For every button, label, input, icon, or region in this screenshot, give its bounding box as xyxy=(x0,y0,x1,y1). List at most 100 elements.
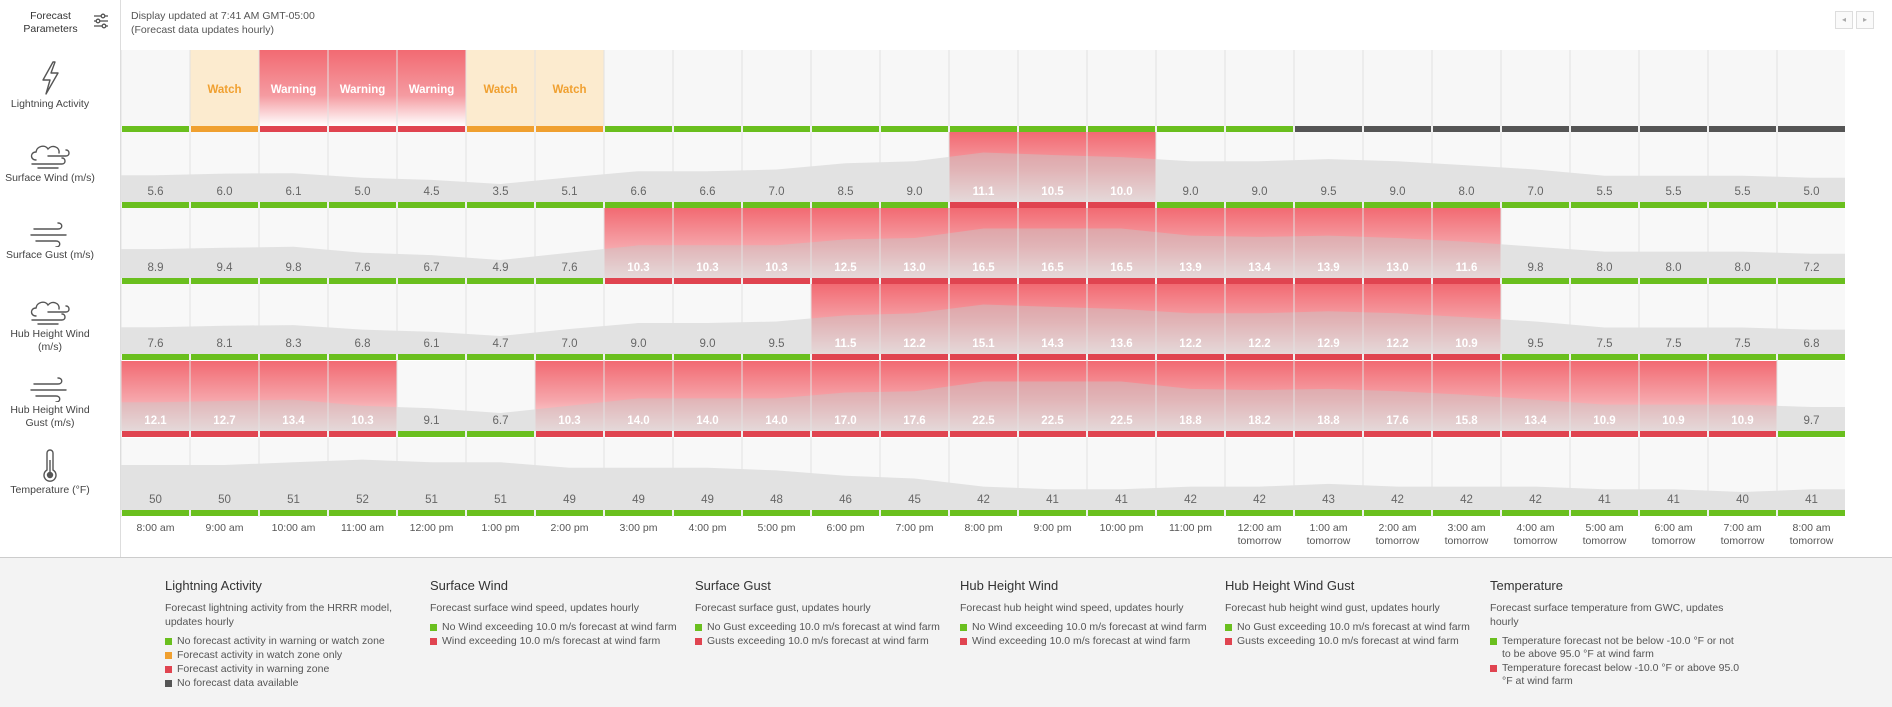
lightning-status-bar xyxy=(881,126,948,132)
hub-height-wind-value: 10.9 xyxy=(1455,338,1477,350)
surface-gust-status-bar xyxy=(467,278,534,284)
hub-height-wind-value: 14.3 xyxy=(1041,338,1063,350)
surface-wind-status-bar xyxy=(1778,202,1845,208)
hub-height-wind-value: 12.2 xyxy=(1386,338,1408,350)
lightning-watch-cell xyxy=(190,50,259,126)
hub-height-wind-gust-value: 10.3 xyxy=(351,415,373,427)
hub-height-wind-gust-value: 9.7 xyxy=(1804,415,1820,427)
temperature-status-bar xyxy=(950,510,1017,516)
lightning-status-label: Warning xyxy=(340,84,386,96)
hub-height-wind-status-bar xyxy=(536,354,603,360)
legend-swatch xyxy=(1225,624,1232,631)
surface-gust-value: 4.9 xyxy=(493,262,509,274)
time-label-hour: 5:00 pm xyxy=(757,522,796,534)
forecast-parameters-button[interactable]: Forecast Parameters xyxy=(0,6,121,40)
surface-wind-value: 8.5 xyxy=(838,186,854,198)
legend-swatch xyxy=(1490,665,1497,672)
temperature-value: 50 xyxy=(218,494,231,506)
hub-height-wind-gust-exceed-cell xyxy=(1639,361,1708,431)
hub-height-wind-status-bar xyxy=(1433,354,1500,360)
hub-height-wind-value: 7.0 xyxy=(562,338,578,350)
hub-height-wind-gust-value: 10.9 xyxy=(1593,415,1615,427)
temperature-status-bar xyxy=(536,510,603,516)
surface-wind-value: 5.5 xyxy=(1735,186,1751,198)
temperature-value: 50 xyxy=(149,494,162,506)
hub-height-wind-exceed-cell xyxy=(949,284,1018,354)
surface-gust-value: 10.3 xyxy=(696,262,718,274)
time-label: 10:00 am xyxy=(259,522,328,535)
surface-gust-value: 12.5 xyxy=(834,262,857,274)
time-label-hour: 3:00 pm xyxy=(619,522,658,534)
row-label-hub-height-wind: Hub Height Wind (m/s) xyxy=(0,296,100,354)
legend-item-text: No Gust exceeding 10.0 m/s forecast at w… xyxy=(707,621,940,633)
hub-height-wind-status-bar xyxy=(1019,354,1086,360)
surface-wind-status-bar xyxy=(743,202,810,208)
surface-gust-status-bar xyxy=(536,278,603,284)
hub-height-wind-status-bar xyxy=(1088,354,1155,360)
temperature-value: 42 xyxy=(1529,494,1542,506)
legend-item-text: No Wind exceeding 10.0 m/s forecast at w… xyxy=(442,621,677,633)
temperature-value: 42 xyxy=(1253,494,1266,506)
legend-item-text: No forecast activity in warning or watch… xyxy=(177,635,385,647)
legend-swatch xyxy=(165,666,172,673)
lightning-status-bar xyxy=(1364,126,1431,132)
lightning-status-bar xyxy=(398,126,465,132)
legend-item: Forecast activity in watch zone only xyxy=(165,649,415,662)
legend-column: Lightning Activity Forecast lightning act… xyxy=(165,578,415,691)
surface-gust-value: 7.6 xyxy=(562,262,578,274)
temperature-status-bar xyxy=(191,510,258,516)
legend-swatch xyxy=(165,638,172,645)
hub-height-wind-gust-status-bar xyxy=(467,431,534,437)
surface-gust-status-bar xyxy=(1709,278,1776,284)
hub-height-wind-status-bar xyxy=(812,354,879,360)
temperature-value: 49 xyxy=(701,494,714,506)
legend-description: Forecast hub height wind speed, updates … xyxy=(960,602,1184,614)
surface-wind-status-bar xyxy=(1502,202,1569,208)
lightning-status-label: Warning xyxy=(409,84,455,96)
legend-column: Hub Height Wind Forecast hub height wind … xyxy=(960,578,1210,649)
surface-gust-status-bar xyxy=(1571,278,1638,284)
hub-height-wind-gust-exceed-cell xyxy=(1432,361,1501,431)
hub-height-wind-gust-status-bar xyxy=(1640,431,1707,437)
legend-item-text: Temperature forecast not be below -10.0 … xyxy=(1502,635,1734,660)
hub-height-wind-status-bar xyxy=(1502,354,1569,360)
surface-gust-value: 6.7 xyxy=(424,262,440,274)
legend-swatch xyxy=(960,624,967,631)
time-label-hour: 4:00 am xyxy=(1516,522,1555,534)
temperature-value: 41 xyxy=(1805,494,1818,506)
time-label: 1:00 pm xyxy=(466,522,535,535)
legend-swatch xyxy=(165,652,172,659)
legend-column: Surface Wind Forecast surface wind speed,… xyxy=(430,578,680,649)
surface-gust-value: 8.0 xyxy=(1666,262,1682,274)
sliders-icon[interactable] xyxy=(93,13,109,29)
surface-wind-exceed-cell xyxy=(949,132,1018,202)
next-page-button[interactable]: ▸ xyxy=(1856,11,1874,29)
legend-item-text: Gusts exceeding 10.0 m/s forecast at win… xyxy=(707,635,929,647)
legend-item-text: Temperature forecast below -10.0 °F or a… xyxy=(1502,662,1740,687)
legend-item: Gusts exceeding 10.0 m/s forecast at win… xyxy=(695,635,945,648)
hub-height-wind-exceed-cell xyxy=(1432,284,1501,354)
surface-gust-value: 10.3 xyxy=(627,262,649,274)
lightning-status-bar xyxy=(329,126,396,132)
surface-wind-value: 9.0 xyxy=(1252,186,1268,198)
lightning-warning-cell xyxy=(397,50,466,126)
hub-height-wind-value: 6.8 xyxy=(355,338,371,350)
hub-height-wind-gust-exceed-cell xyxy=(1570,361,1639,431)
hub-height-wind-status-bar xyxy=(881,354,948,360)
prev-page-button[interactable]: ◂ xyxy=(1835,11,1853,29)
surface-gust-value: 13.9 xyxy=(1179,262,1201,274)
time-label-day: tomorrow xyxy=(1789,535,1834,547)
update-info: Display updated at 7:41 AM GMT-05:00 (Fo… xyxy=(131,9,315,37)
surface-gust-value: 9.4 xyxy=(217,262,234,274)
time-label: 10:00 pm xyxy=(1087,522,1156,535)
thermometer-icon xyxy=(43,449,57,482)
surface-gust-status-bar xyxy=(260,278,327,284)
legend-item: Temperature forecast below -10.0 °F or a… xyxy=(1490,662,1740,688)
time-label: 2:00 am tomorrow xyxy=(1363,522,1432,548)
hub-height-wind-gust-exceed-cell xyxy=(1225,361,1294,431)
hub-height-wind-gust-exceed-cell xyxy=(1018,361,1087,431)
lightning-status-bar xyxy=(1019,126,1086,132)
hub-height-wind-value: 6.1 xyxy=(424,338,440,350)
surface-gust-status-bar xyxy=(743,278,810,284)
hub-height-wind-status-bar xyxy=(1778,354,1845,360)
